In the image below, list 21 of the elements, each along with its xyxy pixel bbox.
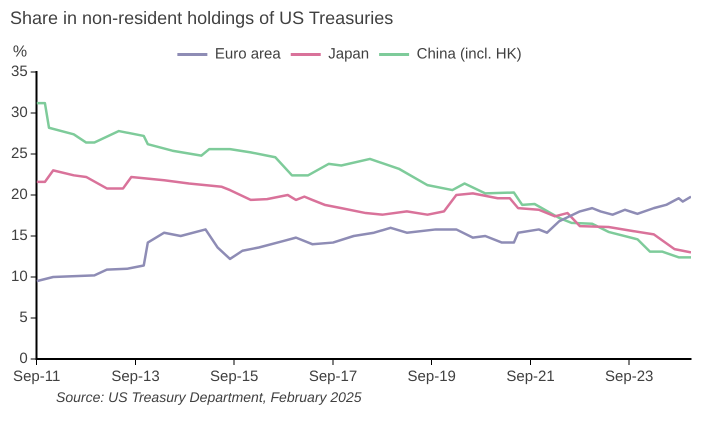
x-tick-label: Sep-19 <box>408 368 456 386</box>
chart-title: Share in non-resident holdings of US Treasuries <box>10 8 394 29</box>
legend-label: Japan <box>328 46 370 63</box>
y-tick-label: 35 <box>10 63 28 80</box>
y-tick-label: 5 <box>19 309 28 326</box>
x-tick-label: Sep-15 <box>210 368 258 386</box>
x-tick-label: Sep-13 <box>111 368 160 386</box>
x-tick-label: Sep-21 <box>506 368 555 386</box>
y-tick-label: 15 <box>10 227 28 244</box>
y-tick-label: 20 <box>10 186 28 204</box>
x-tick-label: Sep-11 <box>13 368 60 386</box>
y-tick-label: 25 <box>10 145 28 162</box>
source-note: Source: US Treasury Department, February 2025 <box>56 389 363 405</box>
legend-label: China (incl. HK) <box>416 46 522 63</box>
y-tick-label: 30 <box>10 104 28 122</box>
y-tick-label: 0 <box>19 350 28 368</box>
y-axis-title: % <box>12 43 28 60</box>
x-tick-label: Sep-17 <box>308 368 358 386</box>
legend-label: Euro area <box>214 46 282 63</box>
y-tick-label: 10 <box>10 268 28 286</box>
x-tick-label: Sep-23 <box>605 368 654 386</box>
